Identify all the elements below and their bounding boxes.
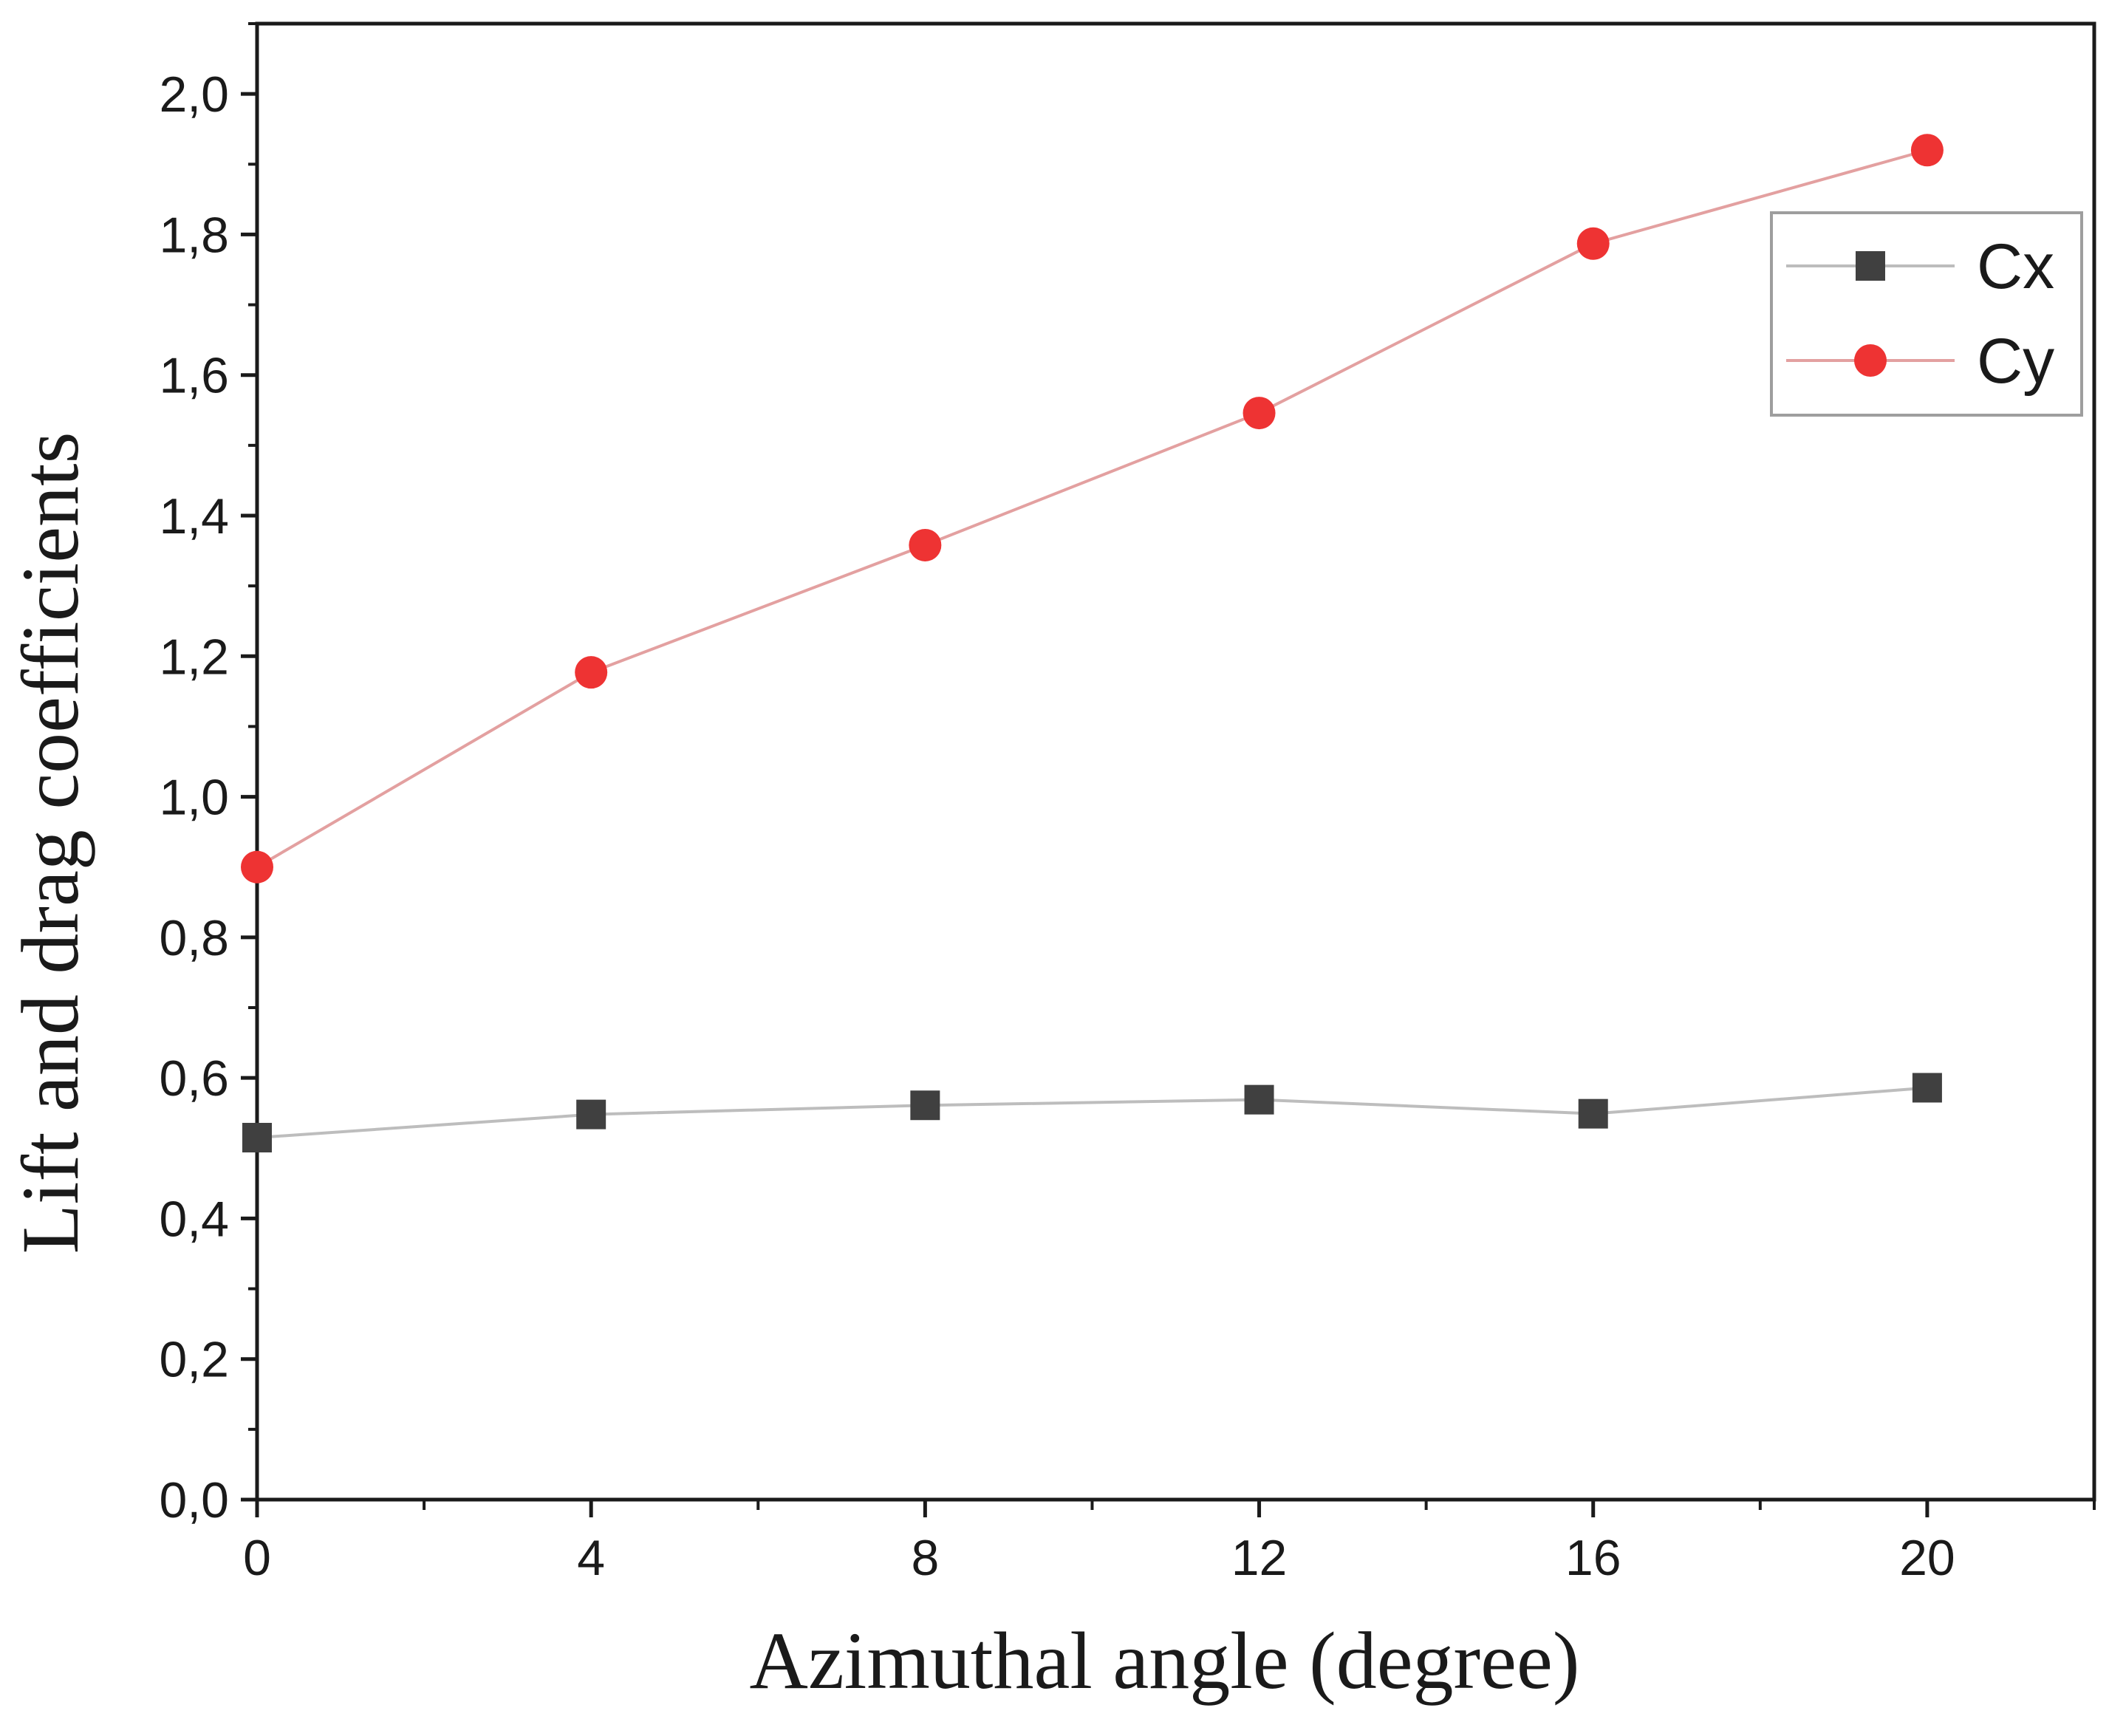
y-tick-label: 0,4: [159, 1191, 229, 1247]
series-line-cy: [256, 148, 1928, 869]
series-line-cx: [256, 1086, 1928, 1140]
legend-label: Cy: [1977, 326, 2054, 397]
data-point-cy: [575, 656, 608, 689]
x-tick-label: 8: [911, 1530, 939, 1586]
x-tick-label: 20: [1899, 1530, 1955, 1586]
data-point-cy: [1576, 227, 1610, 260]
legend-marker: [1856, 251, 1885, 281]
data-point-cy: [1243, 397, 1276, 430]
data-point-cy: [1910, 134, 1944, 167]
x-tick-label: 0: [243, 1530, 271, 1586]
legend-marker: [1854, 344, 1887, 377]
data-point-cy: [241, 850, 273, 884]
y-tick-label: 1,2: [159, 629, 229, 685]
plot-frame: [255, 21, 2096, 1502]
axes: 0,0 0,2 0,4 0,6 0,8 1,0 1,2 1,4 1,6 1,8 2,0 0 4 8 12 16…: [159, 21, 2096, 1586]
y-tick-label: 2,0: [159, 66, 229, 123]
y-tick-label: 0,2: [159, 1332, 229, 1388]
y-tick-label: 1,8: [159, 207, 229, 263]
data-point-cy: [909, 528, 942, 561]
legend: Cx Cy: [1770, 211, 2083, 417]
data-point-cx: [1912, 1073, 1942, 1103]
data-point-cx: [910, 1090, 940, 1121]
x-axis-title: Azimuthal angle (degree): [750, 1616, 1580, 1706]
legend-label: Cx: [1977, 231, 2054, 302]
y-axis-title: Lift and drag coefficients: [5, 432, 95, 1254]
x-tick-label: 12: [1231, 1530, 1288, 1586]
y-tick-label: 0,6: [159, 1050, 229, 1107]
data-point-cx: [1578, 1098, 1608, 1129]
legend-box: [1770, 211, 2083, 417]
y-tick-label: 1,6: [159, 348, 229, 404]
x-tick-label: 4: [577, 1530, 605, 1586]
y-tick-label: 0,8: [159, 910, 229, 966]
series-cy: [241, 134, 1944, 884]
y-tick-label: 1,4: [159, 488, 229, 544]
data-point-cx: [242, 1123, 272, 1153]
series-layer: [241, 134, 1944, 1153]
y-tick-label: 1,0: [159, 770, 229, 826]
legend-item-cy: Cy: [1786, 326, 2054, 397]
y-tick-label: 0,0: [159, 1472, 229, 1528]
series-cx: [242, 1073, 1942, 1153]
legend-item-cx: Cx: [1786, 231, 2054, 302]
data-point-cx: [1244, 1084, 1274, 1115]
data-point-cx: [576, 1099, 606, 1130]
x-tick-label: 16: [1565, 1530, 1621, 1586]
